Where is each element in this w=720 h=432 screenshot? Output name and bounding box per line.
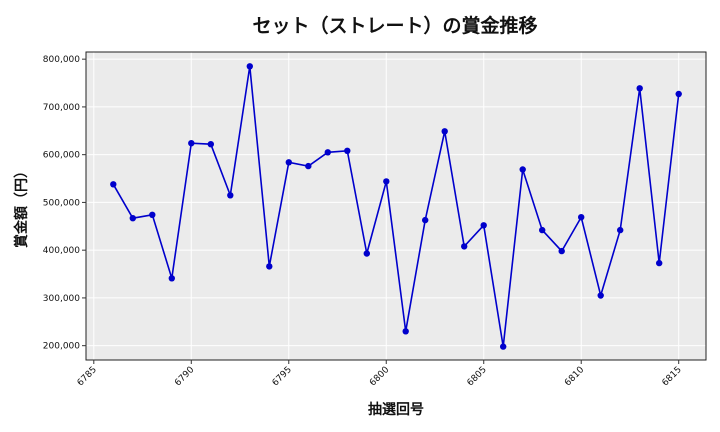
- data-point: [558, 247, 565, 255]
- y-axis-ticks: 200,000 300,000 400,000 500,000 600,000 700,0…: [43, 55, 86, 352]
- data-point: [344, 147, 351, 154]
- x-axis-label: 抽選回号: [368, 401, 424, 418]
- x-tick-label: 6805: [466, 365, 489, 388]
- x-tick-label: 6785: [76, 365, 99, 388]
- data-point: [227, 192, 234, 199]
- data-point: [519, 166, 526, 173]
- data-point: [207, 141, 214, 148]
- y-tick-label: 600,000: [43, 151, 80, 161]
- plot-frame: [85, 51, 707, 361]
- data-point: [383, 178, 390, 185]
- data-point: [188, 140, 195, 147]
- data-point: [149, 211, 156, 218]
- plot-area: [86, 52, 706, 360]
- x-tick-label: 6795: [271, 365, 294, 388]
- data-points: [110, 63, 682, 350]
- y-tick-label: 700,000: [43, 103, 80, 113]
- data-point: [402, 328, 409, 335]
- data-point: [324, 149, 331, 156]
- data-point: [636, 85, 643, 92]
- data-point: [110, 181, 117, 188]
- data-point: [246, 63, 253, 70]
- data-point: [129, 215, 136, 222]
- data-point: [480, 222, 487, 229]
- y-tick-label: 800,000: [43, 55, 80, 65]
- x-tick-label: 6810: [563, 365, 586, 388]
- x-tick-label: 6790: [173, 365, 196, 388]
- data-point: [266, 263, 273, 270]
- y-tick-label: 300,000: [43, 294, 80, 304]
- data-point: [539, 226, 546, 234]
- data-point: [441, 128, 448, 135]
- x-tick-label: 6815: [661, 365, 684, 388]
- y-axis-label: 賞金額（円）: [13, 164, 30, 248]
- data-point: [675, 90, 682, 98]
- axes: [85, 51, 707, 361]
- y-tick-label: 400,000: [43, 246, 80, 256]
- x-axis-ticks: 6785 6790 6795 6800 6805 6810 6815: [76, 360, 684, 388]
- data-point: [168, 275, 175, 282]
- data-point: [597, 292, 604, 299]
- data-point: [422, 216, 429, 224]
- data-point: [578, 214, 585, 221]
- data-point: [461, 243, 468, 250]
- data-point: [500, 343, 507, 350]
- data-point: [656, 259, 663, 267]
- data-point: [285, 159, 292, 166]
- y-tick-label: 200,000: [43, 342, 80, 352]
- chart-title: セット（ストレート）の賞金推移: [252, 14, 537, 37]
- data-point: [617, 226, 624, 234]
- data-point: [363, 250, 370, 257]
- x-tick-label: 6800: [368, 365, 391, 388]
- data-point: [305, 162, 312, 170]
- series-line: [112, 66, 680, 347]
- y-tick-label: 500,000: [43, 198, 80, 208]
